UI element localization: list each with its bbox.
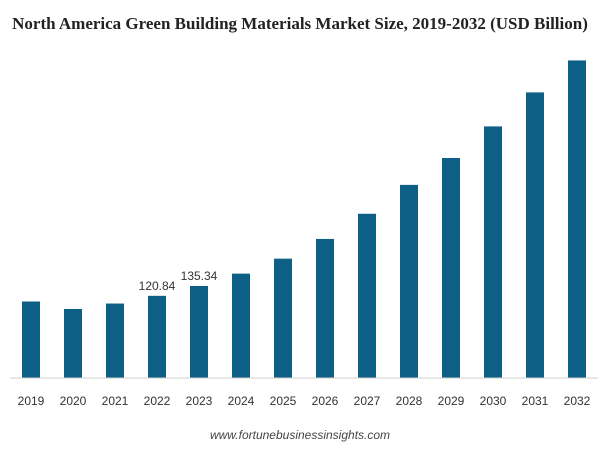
bar-2022	[148, 295, 166, 378]
bar-2028	[400, 184, 418, 378]
x-tick-2027: 2027	[354, 394, 381, 408]
bar-2020	[64, 308, 82, 378]
x-tick-2023: 2023	[186, 394, 213, 408]
bar-2031	[526, 92, 544, 379]
x-tick-labels: 2019 2020 2021 2022 2023 2024 2025 2026 2027 2028…	[18, 394, 591, 408]
bar-2030	[484, 126, 502, 379]
x-tick-2024: 2024	[228, 394, 255, 408]
x-tick-2020: 2020	[60, 394, 87, 408]
x-tick-2029: 2029	[438, 394, 465, 408]
x-tick-2028: 2028	[396, 394, 423, 408]
bar-2024	[232, 273, 250, 378]
data-label-2022: 120.84	[139, 279, 176, 293]
bar-2025	[274, 258, 292, 378]
bar-2021	[106, 303, 124, 378]
bar-2029	[442, 158, 460, 378]
x-tick-2022: 2022	[144, 394, 171, 408]
bars-group	[22, 60, 586, 379]
x-tick-2030: 2030	[480, 394, 507, 408]
data-labels: 120.84 135.34	[139, 269, 218, 293]
bar-2019	[22, 301, 40, 378]
x-tick-2026: 2026	[312, 394, 339, 408]
bar-2027	[358, 213, 376, 378]
data-label-2023: 135.34	[181, 269, 218, 283]
x-tick-2031: 2031	[522, 394, 549, 408]
x-tick-2025: 2025	[270, 394, 297, 408]
x-tick-2032: 2032	[564, 394, 591, 408]
source-credit: www.fortunebusinessinsights.com	[209, 428, 391, 442]
bar-2026	[316, 238, 334, 378]
x-tick-2021: 2021	[102, 394, 129, 408]
chart-title: North America Green Building Materials M…	[12, 14, 588, 33]
bar-2023	[190, 285, 208, 378]
x-tick-2019: 2019	[18, 394, 45, 408]
bar-2032	[568, 60, 586, 378]
